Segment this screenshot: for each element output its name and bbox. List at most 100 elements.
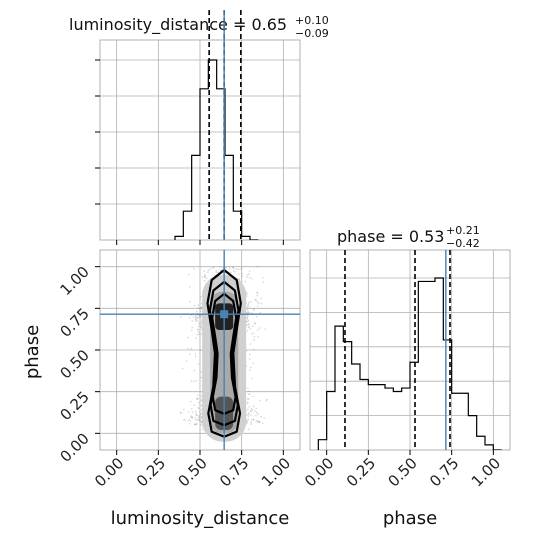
scatter-point <box>200 421 203 424</box>
scatter-point <box>179 411 182 414</box>
scatter-point <box>200 416 203 419</box>
scatter-point <box>248 323 250 325</box>
title-phase-sub: −0.42 <box>446 237 480 250</box>
scatter-point <box>247 398 250 400</box>
scatter-point <box>247 415 250 417</box>
scatter-point <box>224 266 227 269</box>
scatter-point <box>198 414 200 417</box>
scatter-point <box>253 308 255 310</box>
scatter-point <box>259 399 261 402</box>
scatter-point <box>180 411 183 414</box>
scatter-point <box>257 419 259 422</box>
scatter-point <box>200 395 203 398</box>
scatter-point <box>187 410 190 413</box>
scatter-point <box>195 316 197 319</box>
scatter-point <box>205 277 208 279</box>
scatter-point <box>247 320 250 322</box>
scatter-point <box>246 329 249 332</box>
scatter-point <box>188 286 191 288</box>
x-tick-label: 0.25 <box>343 454 379 490</box>
scatter-point <box>258 302 260 304</box>
scatter-point <box>190 415 192 417</box>
scatter-point <box>246 398 249 400</box>
scatter-point <box>260 415 262 418</box>
scatter-point <box>253 339 255 341</box>
scatter-point <box>197 331 200 333</box>
scatter-point <box>258 421 261 424</box>
scatter-point <box>191 417 194 419</box>
scatter-point <box>183 419 185 422</box>
ticks-contour-2d: 0.00 0.25 0.50 0.75 1.000.000.250.500.751.00 <box>56 263 294 491</box>
histogram-step-phase <box>317 277 502 450</box>
scatter-point <box>247 323 250 326</box>
scatter-point <box>199 419 202 422</box>
scatter-point <box>217 271 219 274</box>
title-phase-prefix: phase = 0.53 <box>337 227 444 246</box>
scatter-point <box>249 300 252 303</box>
panel-phase-histogram: phase = 0.53 +0.21 −0.42 0.00 0.25 0.50 0.7… <box>301 224 511 529</box>
scatter-point <box>232 266 234 269</box>
scatter-point <box>200 412 203 415</box>
scatter-point <box>247 412 250 414</box>
scatter-point <box>191 408 193 410</box>
scatter-point <box>200 376 203 379</box>
scatter-point <box>195 314 197 317</box>
scatter-point <box>231 266 234 268</box>
scatter-point <box>200 408 203 411</box>
scatter-point <box>195 423 198 426</box>
scatter-point <box>196 310 198 313</box>
scatter-point <box>200 326 202 328</box>
scatter-point <box>247 301 250 304</box>
scatter-point <box>207 271 209 273</box>
scatter-point <box>252 405 255 408</box>
scatter-point <box>197 418 199 421</box>
ticks-luminosity-histogram <box>95 59 284 245</box>
scatter-point <box>189 300 191 303</box>
scatter-point <box>253 335 256 338</box>
scatter-point <box>200 307 202 309</box>
y-tick-label: 0.25 <box>56 388 92 424</box>
scatter-point <box>246 402 249 405</box>
scatter-point <box>248 325 251 328</box>
scatter-point <box>203 279 206 282</box>
scatter-point <box>211 267 214 269</box>
xlabel-phase: phase <box>383 508 437 529</box>
scatter-point <box>200 295 202 298</box>
scatter-point <box>204 276 206 278</box>
scatter-point <box>246 419 248 422</box>
scatter-point <box>260 302 263 305</box>
scatter-point <box>198 322 200 325</box>
title-luminosity-sub: −0.09 <box>295 27 329 40</box>
scatter-point <box>196 398 198 401</box>
scatter-point <box>246 320 248 323</box>
scatter-point <box>248 276 251 279</box>
scatter-point <box>185 360 188 362</box>
scatter-point <box>246 292 248 295</box>
scatter-point <box>193 304 196 307</box>
truth-crosshair <box>100 250 300 450</box>
scatter-point <box>194 355 197 357</box>
scatter-point <box>247 310 249 313</box>
scatter-point <box>246 276 248 278</box>
ticks-phase-histogram: 0.00 0.25 0.50 0.75 1.00 <box>301 450 504 490</box>
scatter-point <box>234 271 237 273</box>
scatter-point <box>251 333 253 335</box>
scatter-point <box>247 393 250 395</box>
scatter-point <box>261 276 264 279</box>
scatter-point <box>195 412 198 415</box>
scatter-point <box>204 274 206 276</box>
scatter-point <box>247 418 250 421</box>
scatter-point <box>184 418 186 421</box>
scatter-point <box>245 422 248 425</box>
scatter-point <box>256 266 259 268</box>
scatter-point <box>232 270 235 272</box>
histogram-step-luminosity <box>174 59 259 240</box>
scatter-point <box>248 405 251 408</box>
scatter-point <box>195 337 198 339</box>
scatter-point <box>195 422 198 424</box>
scatter-point <box>200 321 203 324</box>
scatter-point <box>255 299 257 302</box>
scatter-point <box>187 336 189 339</box>
x-tick-label: 0.25 <box>133 454 169 490</box>
scatter-point <box>235 268 238 270</box>
